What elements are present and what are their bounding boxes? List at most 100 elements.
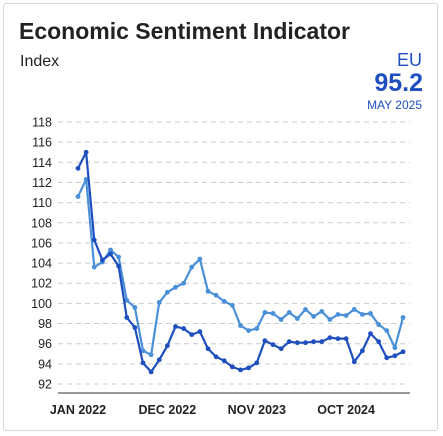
y-tick-label: 118 bbox=[32, 116, 52, 130]
series-2-point bbox=[286, 310, 292, 315]
series-2-point bbox=[278, 317, 284, 322]
series-2-point bbox=[376, 322, 382, 327]
series-line-1 bbox=[76, 151, 405, 374]
series-2-point bbox=[75, 194, 81, 199]
y-tick-label: 110 bbox=[32, 196, 52, 210]
series-1-point bbox=[238, 367, 243, 373]
series-1-point bbox=[359, 348, 365, 354]
series-2-point bbox=[303, 307, 308, 312]
y-tick-label: 106 bbox=[31, 236, 52, 250]
latest-date: MAY 2025 bbox=[367, 98, 422, 112]
series-2-point bbox=[246, 328, 252, 333]
series-2-point bbox=[229, 303, 235, 308]
chart-title: Economic Sentiment Indicator bbox=[19, 18, 350, 44]
y-tick-label: 114 bbox=[32, 156, 52, 170]
y-tick-label: 94 bbox=[38, 357, 52, 371]
series-1-point bbox=[368, 331, 373, 337]
series-2-point bbox=[221, 298, 227, 304]
y-tick-label: 112 bbox=[32, 176, 52, 190]
series-2-point bbox=[368, 311, 373, 316]
series-1-point bbox=[278, 346, 284, 352]
series-1-point bbox=[148, 369, 154, 375]
series-1-point bbox=[99, 257, 105, 263]
series-1-point bbox=[335, 336, 341, 342]
x-tick-label: DEC 2022 bbox=[139, 403, 197, 417]
series-1-point bbox=[254, 360, 260, 366]
series-2-point bbox=[262, 310, 268, 315]
series-1-point bbox=[246, 365, 252, 371]
series-2-point bbox=[108, 247, 113, 253]
series-1-point bbox=[319, 339, 325, 345]
series-2-point bbox=[238, 323, 243, 328]
y-tick-label: 98 bbox=[38, 317, 52, 331]
series-1-point bbox=[400, 349, 406, 355]
y-tick-label: 96 bbox=[38, 337, 52, 351]
y-tick-label: 104 bbox=[31, 257, 52, 271]
series-1-point bbox=[116, 263, 122, 269]
series-2-point bbox=[359, 312, 365, 317]
y-tick-label: 108 bbox=[31, 216, 52, 230]
series-1-point bbox=[384, 355, 390, 361]
region-label: EU bbox=[396, 50, 422, 70]
series-1-point bbox=[197, 329, 203, 334]
x-tick-label: JAN 2022 bbox=[50, 403, 106, 417]
series-2-point bbox=[351, 307, 357, 312]
series-1-point bbox=[83, 149, 89, 155]
series-2-point bbox=[181, 280, 187, 286]
series-2-point bbox=[156, 299, 162, 305]
series-2-point bbox=[205, 288, 211, 294]
series-1-point bbox=[303, 340, 308, 346]
series-1-point bbox=[286, 339, 292, 345]
series-1-point bbox=[108, 251, 113, 257]
series-2-point bbox=[319, 309, 325, 314]
series-2-point bbox=[116, 254, 122, 260]
series-1-point bbox=[213, 354, 219, 360]
series-1-point bbox=[75, 165, 81, 171]
series-2-point bbox=[132, 305, 138, 310]
series-1-point bbox=[132, 325, 138, 330]
series-1-point bbox=[311, 339, 317, 345]
series-1-point bbox=[173, 324, 178, 329]
series-2-point bbox=[270, 311, 276, 316]
unit-label: Index bbox=[20, 53, 60, 70]
x-tick-label: NOV 2023 bbox=[228, 403, 286, 417]
series-2-point bbox=[83, 177, 89, 182]
series-line-2 bbox=[76, 178, 405, 356]
y-tick-label: 102 bbox=[31, 277, 52, 291]
series-2-point bbox=[392, 345, 398, 351]
series-1-point bbox=[376, 339, 382, 345]
y-tick-label: 100 bbox=[31, 297, 52, 311]
series-2-point bbox=[140, 348, 146, 354]
series-2-point bbox=[294, 316, 300, 321]
series-1-point bbox=[205, 346, 211, 352]
series-1-point bbox=[189, 332, 195, 338]
series-1-point bbox=[294, 340, 300, 346]
latest-value: 95.2 bbox=[374, 69, 423, 97]
series-1-point bbox=[124, 315, 130, 320]
series-2-point bbox=[311, 314, 317, 319]
series-1-point bbox=[229, 364, 235, 370]
series-1-point bbox=[392, 353, 398, 359]
series-1-point bbox=[221, 358, 227, 364]
series-1-point bbox=[91, 237, 97, 243]
series-2-point bbox=[91, 264, 97, 270]
series-2-point bbox=[189, 264, 195, 270]
series-2-point bbox=[335, 312, 341, 317]
series-2-point bbox=[213, 292, 219, 298]
series-2-point bbox=[400, 315, 406, 320]
series-2-point bbox=[173, 284, 178, 290]
series-2-point bbox=[197, 256, 203, 262]
series-1-point bbox=[164, 343, 170, 349]
series-2-point bbox=[148, 352, 154, 358]
series-2-point bbox=[124, 297, 130, 303]
series-2-point bbox=[327, 317, 333, 322]
series-2-point bbox=[254, 326, 260, 331]
series-1-point bbox=[351, 359, 357, 365]
series-1-point bbox=[262, 338, 268, 344]
series-1-point bbox=[156, 357, 162, 363]
series-2-point bbox=[343, 313, 349, 318]
series-1-point bbox=[343, 336, 349, 342]
series-2-point bbox=[384, 328, 390, 333]
series-1-point bbox=[327, 335, 333, 341]
